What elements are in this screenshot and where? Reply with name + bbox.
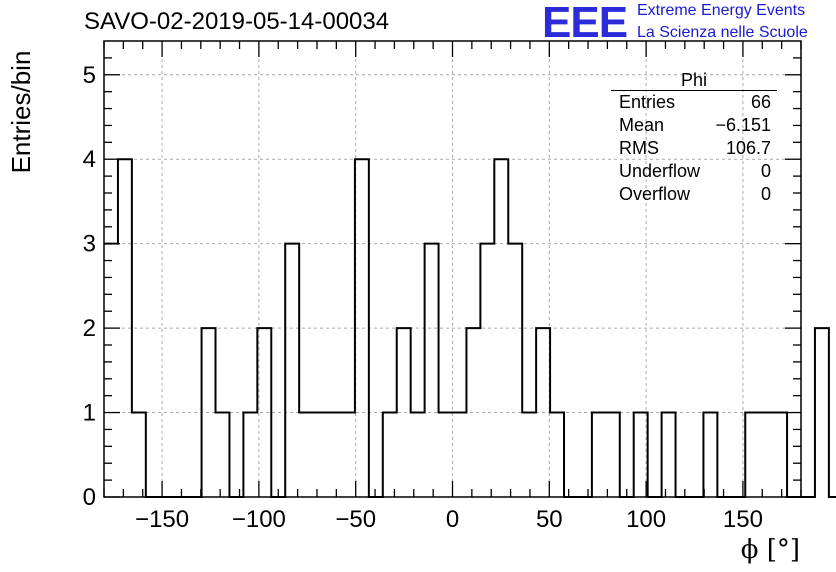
histogram-bin [299, 413, 313, 497]
stats-row-mean: Mean −6.151 [611, 114, 777, 137]
x-tick-label: −50 [335, 506, 376, 533]
stats-value: 66 [750, 92, 771, 112]
histogram-bin [439, 413, 453, 497]
stats-box: Phi Entries 66 Mean −6.151 RMS 106.7 Und… [611, 70, 777, 206]
histogram-bin [480, 244, 494, 497]
logo-line-1: Extreme Energy Events [637, 2, 806, 19]
stats-label: RMS [619, 138, 659, 158]
histogram-bin [285, 244, 299, 497]
x-tick-label: −150 [135, 506, 189, 533]
stats-label: Entries [619, 92, 676, 112]
stats-row-underflow: Underflow 0 [611, 160, 777, 183]
y-tick-label: 5 [83, 62, 96, 89]
stats-row-overflow: Overflow 0 [611, 183, 777, 206]
logo-line-2: La Scienza nelle Scuole [637, 24, 808, 41]
eee-logo: EEE [542, 0, 628, 47]
chart-title: SAVO-02-2019-05-14-00034 [84, 8, 390, 35]
histogram-bin [606, 413, 620, 497]
histogram-bin [662, 413, 676, 497]
histogram-bin [313, 413, 327, 497]
histogram-bin [508, 244, 522, 497]
histogram-bin [759, 413, 773, 497]
stats-row-rms: RMS 106.7 [611, 137, 777, 160]
histogram-bin [383, 413, 397, 497]
x-tick-label: 0 [446, 506, 459, 533]
label-layer: −150 −100 −50 0 50 100 150 0 1 2 3 4 5 [83, 62, 763, 533]
stats-value: 106.7 [725, 138, 771, 158]
stats-box-name: Phi [611, 70, 777, 91]
histogram-bin [341, 413, 355, 497]
y-tick-label: 1 [83, 400, 96, 427]
stats-value: −6.151 [715, 115, 771, 135]
histogram-bin [104, 244, 118, 497]
y-tick-label: 0 [83, 484, 96, 511]
histogram-bin [745, 413, 759, 497]
tick-layer [103, 41, 802, 498]
y-tick-label: 3 [83, 231, 96, 258]
histogram-bin [257, 328, 271, 497]
histogram-bin [132, 413, 146, 497]
histogram-bin [327, 413, 341, 497]
stats-label: Overflow [619, 184, 691, 204]
stats-value: 0 [760, 161, 771, 181]
stats-row-entries: Entries 66 [611, 91, 777, 114]
histogram-bin [216, 413, 230, 497]
histogram-bin [592, 413, 606, 497]
y-tick-label: 4 [83, 146, 96, 173]
histogram-bin [453, 413, 467, 497]
histogram-bin [550, 413, 564, 497]
y-tick-label: 2 [83, 315, 96, 342]
histogram-bin [522, 413, 536, 497]
histogram-bin [411, 413, 425, 497]
histogram-bin [703, 413, 717, 497]
histogram-bin [815, 328, 829, 497]
histogram-bin [773, 413, 787, 497]
y-axis-label: Entries/bin [6, 51, 36, 174]
x-tick-label: −100 [232, 506, 286, 533]
x-tick-label: 150 [723, 506, 763, 533]
stats-label: Underflow [619, 161, 701, 181]
x-tick-label: 50 [536, 506, 563, 533]
histogram-bin [243, 413, 257, 497]
stats-label: Mean [619, 115, 665, 135]
histogram-bin [425, 244, 439, 497]
x-tick-label: 100 [626, 506, 666, 533]
stats-value: 0 [760, 184, 771, 204]
x-axis-label: ϕ [°] [741, 535, 800, 565]
